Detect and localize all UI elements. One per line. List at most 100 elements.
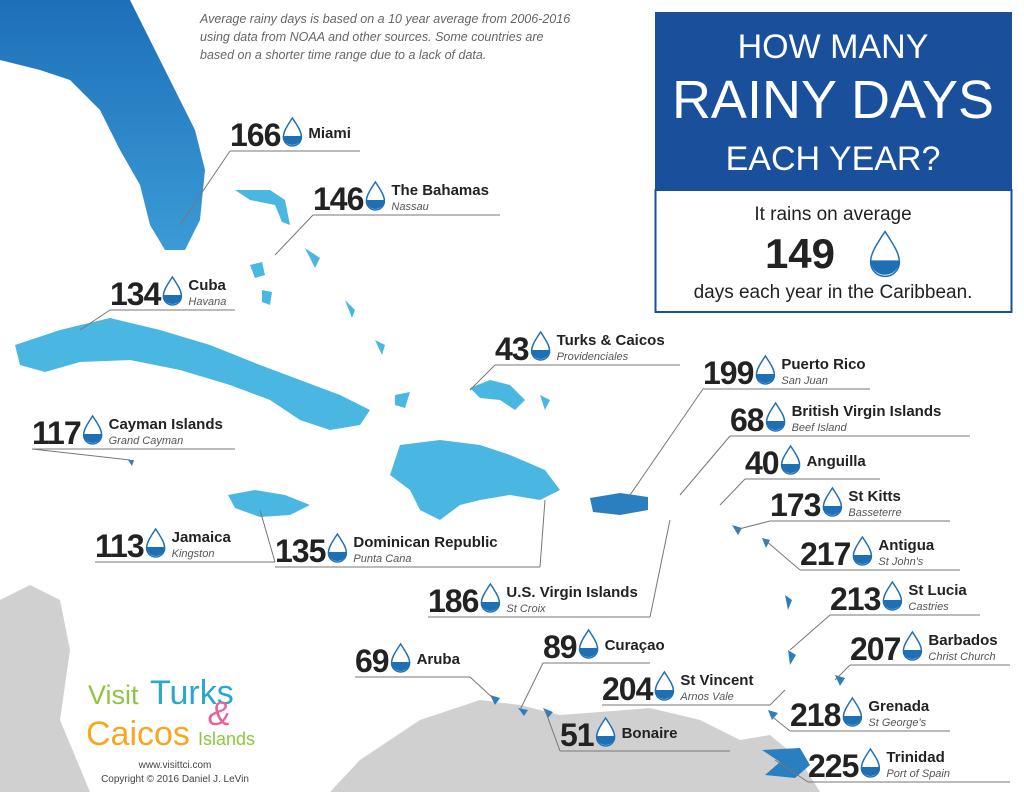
location-name: Aruba [417, 651, 461, 668]
location-name: Puerto Rico [781, 356, 865, 373]
drop-fill [883, 600, 902, 609]
leader-line [31, 448, 131, 461]
rain-days: 166 [230, 117, 281, 153]
location-name: St Kitts [848, 488, 901, 505]
location-name: St Vincent [680, 672, 753, 689]
location-name: Cayman Islands [109, 416, 223, 433]
rain-days: 204 [602, 671, 654, 707]
rain-days: 173 [770, 487, 821, 523]
location-name: Dominican Republic [353, 534, 497, 551]
rain-days: 89 [543, 629, 577, 665]
location-label: 204 St Vincent Arnos Vale [602, 670, 786, 707]
location-label: 225 Trinidad Port of Spain [774, 747, 1010, 784]
florida [0, 0, 205, 250]
location-label: 113 Jamaica Kingston [95, 509, 276, 564]
leader-line [179, 150, 231, 226]
location-label: 166 Miami [179, 116, 360, 226]
location-city: Basseterre [848, 507, 901, 519]
note: using data from NOAA and other sources. … [200, 30, 544, 44]
rain-days: 69 [355, 643, 389, 679]
location-label: 199 Puerto Rico San Juan [629, 354, 870, 496]
location-label: 218 Grenada St George's [769, 696, 950, 733]
drop-fill [870, 260, 900, 275]
rain-days: 207 [850, 631, 901, 667]
leader-line [719, 478, 746, 506]
location-name: Grenada [868, 698, 930, 715]
location-label: 173 St Kitts Basseterre [734, 486, 950, 531]
bahamas [235, 190, 410, 408]
location-city: Arnos Vale [679, 691, 733, 703]
leader-line [769, 689, 786, 706]
location-name: Jamaica [172, 529, 232, 546]
drop-fill [766, 421, 785, 430]
rain-days: 186 [428, 583, 479, 619]
logo-visit: Visit [88, 680, 139, 710]
leader-line [519, 662, 544, 711]
location-name: St Lucia [908, 582, 967, 599]
location-label: 117 Cayman Islands Grand Cayman [31, 414, 235, 461]
website: www.visittci.com [138, 760, 212, 771]
location-city: Nassau [391, 201, 428, 213]
location-label: 69 Aruba [355, 642, 496, 701]
labels: 166 Miami 146 The Bahamas Nassau 134 Cuba Havan… [31, 116, 1010, 784]
location-city: St George's [868, 717, 926, 729]
drop-fill [781, 464, 800, 473]
summary-box [654, 189, 1013, 313]
drop-fill [843, 716, 862, 725]
jamaica [228, 490, 310, 517]
hispaniola [390, 440, 560, 520]
location-city: St Croix [506, 603, 546, 615]
title-line: EACH YEAR? [726, 140, 941, 178]
summary-text: It rains on average [754, 204, 911, 225]
title-line: HOW MANY [738, 28, 929, 66]
rain-days: 199 [703, 355, 754, 391]
leader-line [834, 664, 851, 681]
location-name: The Bahamas [391, 182, 489, 199]
location-name: Antigua [878, 537, 934, 554]
rain-days: 146 [313, 181, 364, 217]
location-name: Bonaire [622, 725, 678, 742]
drop-fill [823, 506, 842, 515]
rain-days: 68 [730, 402, 764, 438]
location-city: Port of Spain [886, 768, 950, 780]
drop-fill [366, 200, 385, 210]
location-city: Punta Cana [353, 553, 411, 565]
location-city: Beef Island [792, 422, 848, 434]
drop-fill [579, 648, 598, 657]
location-name: U.S. Virgin Islands [506, 584, 637, 601]
location-name: Trinidad [886, 749, 944, 766]
location-city: Christ Church [928, 651, 995, 663]
location-label: 89 Curaçao [519, 628, 665, 711]
leader-line [259, 509, 276, 563]
location-label: 43 Turks & Caicos Providenciales [469, 330, 680, 391]
south-america [330, 700, 820, 792]
drop-fill [163, 295, 182, 304]
leader-line [629, 388, 704, 496]
location-label: 213 St Lucia Castries [789, 580, 980, 651]
summary-value: 149 [765, 230, 835, 277]
location-name: Barbados [928, 632, 997, 649]
rain-days: 51 [560, 717, 594, 753]
location-city: San Juan [781, 375, 827, 387]
location-label: 68 British Virgin Islands Beef Island [679, 401, 970, 496]
logo-islands: Islands [198, 729, 255, 749]
drop-fill [146, 547, 165, 556]
location-city: Castries [908, 601, 949, 613]
drop-fill [391, 662, 410, 671]
note: Average rainy days is based on a 10 year… [199, 12, 570, 26]
copyright: Copyright © 2016 Daniel J. LeVin [101, 774, 249, 785]
location-name: British Virgin Islands [792, 403, 942, 420]
location-label: 51 Bonaire [544, 709, 730, 753]
location-name: Curaçao [605, 637, 665, 654]
rain-days: 43 [495, 331, 529, 367]
logo-turks: Turks [150, 674, 234, 712]
drop-fill [283, 136, 302, 145]
location-label: 186 U.S. Virgin Islands St Croix [428, 519, 671, 619]
drop-fill [903, 650, 922, 659]
logo-amp: & [208, 695, 231, 733]
leader-line [649, 519, 671, 618]
location-name: Miami [308, 125, 351, 142]
rain-days: 113 [95, 528, 144, 564]
location-label: 146 The Bahamas Nassau [274, 180, 500, 256]
location-name: Cuba [188, 277, 226, 294]
